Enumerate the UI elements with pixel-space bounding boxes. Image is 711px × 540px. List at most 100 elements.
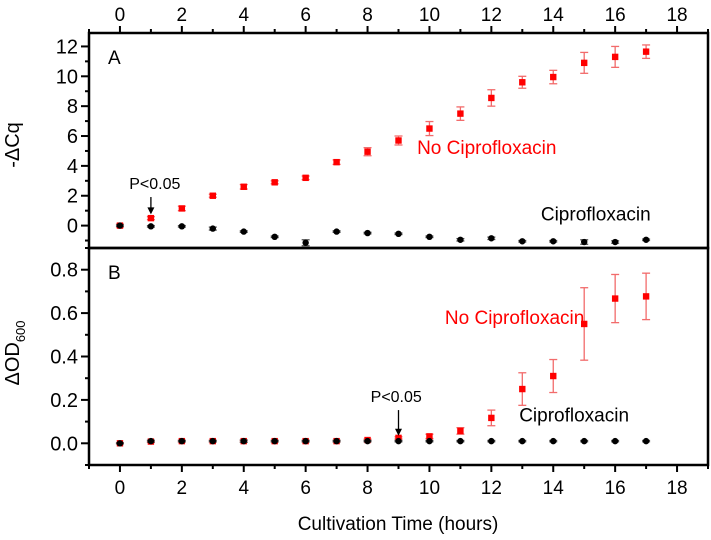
circle-marker	[611, 238, 619, 246]
panel-b: 0 2 4 6 8 10 12 14 16 18 0.0 0.2 0.4 0.6 0.8 ΔOD600 B No …	[2, 246, 710, 499]
circle-marker	[364, 437, 371, 445]
circle-marker	[642, 236, 650, 243]
x-tick-label: 10	[419, 5, 440, 26]
square-marker	[333, 158, 340, 166]
square-marker	[642, 293, 650, 300]
cipro-point	[642, 437, 651, 445]
cipro-point	[549, 238, 558, 245]
cipro-point	[332, 228, 341, 235]
x-tick-label: 0	[115, 5, 126, 26]
y-tick-label: 0.8	[50, 260, 78, 282]
square-marker	[395, 137, 402, 144]
cipro-point	[115, 222, 124, 229]
significance-annotation: P<0.05	[371, 389, 422, 406]
cipro-point	[332, 437, 341, 445]
circle-marker	[147, 223, 155, 230]
no-cipro-point	[642, 44, 651, 60]
y-tick-label: 8	[67, 96, 78, 118]
circle-marker	[611, 437, 619, 445]
no-cipro-point	[518, 372, 527, 406]
square-marker	[457, 110, 464, 117]
cipro-point	[177, 223, 186, 230]
circle-marker	[488, 235, 495, 242]
cipro-point	[301, 239, 310, 247]
x-tick-label: 2	[177, 478, 188, 499]
cipro-point	[549, 437, 558, 445]
circle-marker	[209, 437, 216, 445]
cipro-point	[518, 238, 527, 245]
cipro-point	[487, 235, 496, 242]
no-cipro-point	[270, 179, 279, 186]
cipro-point	[518, 437, 527, 445]
cipro-point	[425, 233, 434, 241]
circle-marker	[333, 437, 340, 445]
no-cipro-label: No Ciprofloxacin	[417, 138, 556, 159]
circle-marker	[178, 437, 186, 445]
circle-marker	[333, 228, 340, 235]
circle-marker	[302, 239, 309, 246]
cipro-point	[208, 437, 217, 445]
square-marker	[581, 320, 588, 328]
square-marker	[271, 179, 278, 186]
square-marker	[488, 414, 495, 422]
circle-marker	[395, 230, 402, 238]
circle-marker	[457, 236, 464, 243]
panel-label: B	[108, 263, 121, 284]
x-tick-label: 18	[666, 5, 687, 26]
no-cipro-point	[580, 51, 589, 74]
cipro-point	[642, 236, 651, 243]
y-tick-label: 0	[67, 216, 78, 238]
y-tick-label: 4	[67, 156, 78, 178]
no-cipro-label: No Ciprofloxacin	[445, 308, 584, 329]
cipro-point	[177, 437, 186, 445]
square-marker	[364, 148, 371, 155]
circle-marker	[178, 223, 186, 230]
arrow-head-icon	[147, 207, 155, 215]
x-tick-label: 10	[419, 478, 440, 499]
circle-marker	[364, 229, 371, 237]
circle-marker	[426, 233, 433, 241]
no-cipro-point	[456, 427, 465, 435]
cipro-point	[363, 437, 372, 445]
square-marker	[395, 434, 402, 442]
x-axis-title: Cultivation Time (hours)	[298, 514, 499, 535]
circle-marker	[116, 222, 124, 229]
y-tick-label: 10	[56, 66, 78, 88]
x-tick-label: 12	[481, 478, 502, 499]
cipro-point	[580, 437, 589, 445]
cipro-point	[611, 437, 620, 445]
circle-marker	[457, 437, 464, 445]
circle-marker	[550, 238, 557, 245]
square-marker	[611, 295, 619, 302]
cipro-point	[239, 228, 248, 235]
no-cipro-point	[208, 192, 217, 199]
no-cipro-point	[642, 272, 651, 321]
cipro-point	[580, 238, 589, 246]
no-cipro-point	[549, 358, 558, 394]
cipro-point	[363, 229, 372, 237]
cipro-label: Ciprofloxacin	[541, 204, 651, 225]
circle-marker	[147, 437, 155, 445]
y-tick-label: 0.6	[50, 303, 78, 325]
no-cipro-point	[332, 158, 341, 166]
circle-marker	[519, 437, 526, 445]
x-tick-label: 18	[666, 478, 687, 499]
cipro-point	[146, 437, 155, 445]
square-marker	[457, 427, 464, 435]
cipro-point	[611, 238, 620, 246]
cipro-point	[456, 437, 465, 445]
circle-marker	[116, 440, 124, 447]
x-tick-label: 0	[115, 478, 126, 499]
circle-marker	[519, 238, 526, 245]
x-tick-label: 16	[605, 478, 626, 499]
cipro-point	[146, 223, 155, 230]
cipro-point	[301, 437, 310, 445]
cipro-point	[208, 225, 217, 232]
y-tick-label: 0.4	[50, 347, 78, 369]
panel-label: A	[108, 48, 121, 69]
square-marker	[611, 53, 619, 61]
y-tick-label: 12	[56, 36, 78, 58]
square-marker	[426, 125, 433, 132]
no-cipro-point	[394, 135, 403, 146]
cipro-point	[394, 230, 403, 238]
